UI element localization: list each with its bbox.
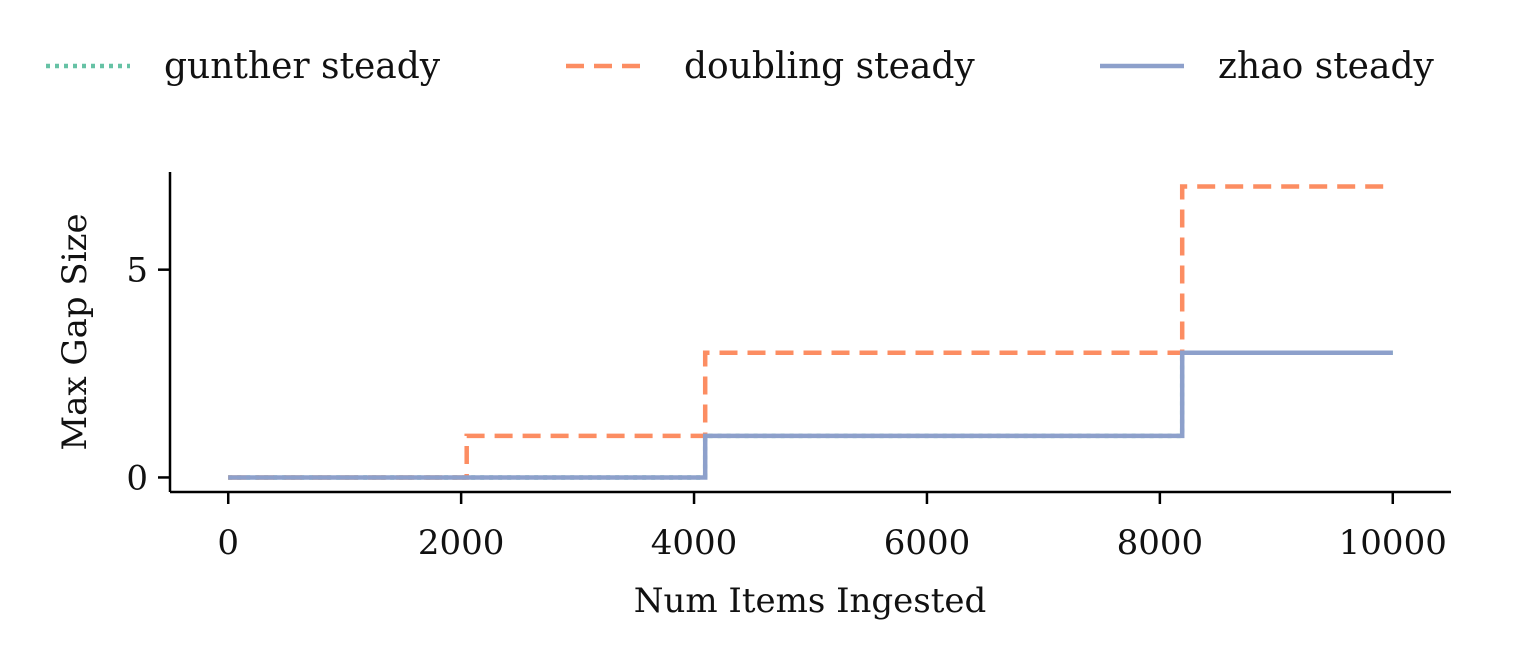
plot-area: [228, 184, 1393, 480]
legend: gunther steady doubling steady zhao steady: [46, 46, 1434, 87]
x-tick-label: 2000: [418, 523, 505, 563]
x-tick-label: 0: [217, 523, 239, 563]
legend-label-doubling-steady: doubling steady: [684, 46, 975, 87]
y-tick-label: 5: [126, 251, 148, 291]
x-tick-label: 4000: [651, 523, 738, 563]
x-tick-label: 10000: [1339, 523, 1447, 563]
y-tick-label: 0: [126, 458, 148, 498]
x-tick-label: 8000: [1117, 523, 1204, 563]
y-axis-label: Max Gap Size: [55, 213, 95, 450]
legend-label-zhao-steady: zhao steady: [1218, 46, 1434, 87]
y-ticks: 05: [126, 251, 170, 498]
series-line-doubling-steady: [228, 184, 1393, 480]
series-line-zhao-steady: [228, 350, 1393, 480]
axes: [168, 172, 1451, 494]
legend-label-gunther-steady: gunther steady: [164, 46, 441, 87]
x-ticks: 0 2000 4000 6000 8000 10000: [217, 492, 1447, 563]
series-line-gunther-steady: [228, 350, 1393, 480]
x-axis-label: Num Items Ingested: [634, 581, 987, 621]
x-tick-label: 6000: [884, 523, 971, 563]
